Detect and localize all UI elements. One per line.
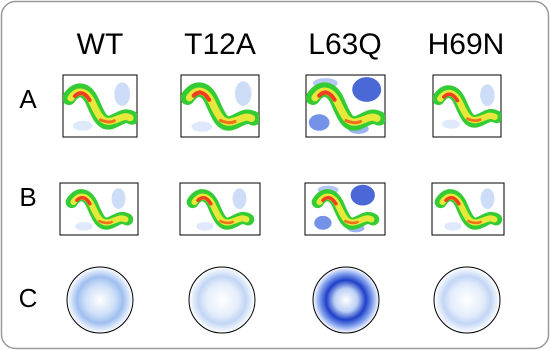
- heatmap-panel: [304, 182, 386, 236]
- row-label: A: [19, 84, 37, 114]
- heatmap-panel: [179, 182, 261, 236]
- heatmap-panel: [432, 74, 502, 138]
- column-label: H69N: [428, 28, 505, 61]
- column-label: T12A: [184, 28, 256, 61]
- heatmap-panel: [180, 74, 260, 138]
- circular-map: [312, 266, 380, 334]
- circular-map: [66, 266, 134, 334]
- heatmap-panel: [305, 74, 386, 138]
- column-label: WT: [77, 28, 124, 61]
- row-label: C: [19, 283, 38, 313]
- heatmap-panel: [62, 74, 138, 138]
- circular-map: [188, 266, 256, 334]
- column-label: L63Q: [308, 28, 381, 61]
- heatmap-panel: [431, 182, 505, 236]
- row-label: B: [19, 182, 36, 212]
- circular-map: [433, 266, 501, 334]
- heatmap-panel: [59, 182, 139, 236]
